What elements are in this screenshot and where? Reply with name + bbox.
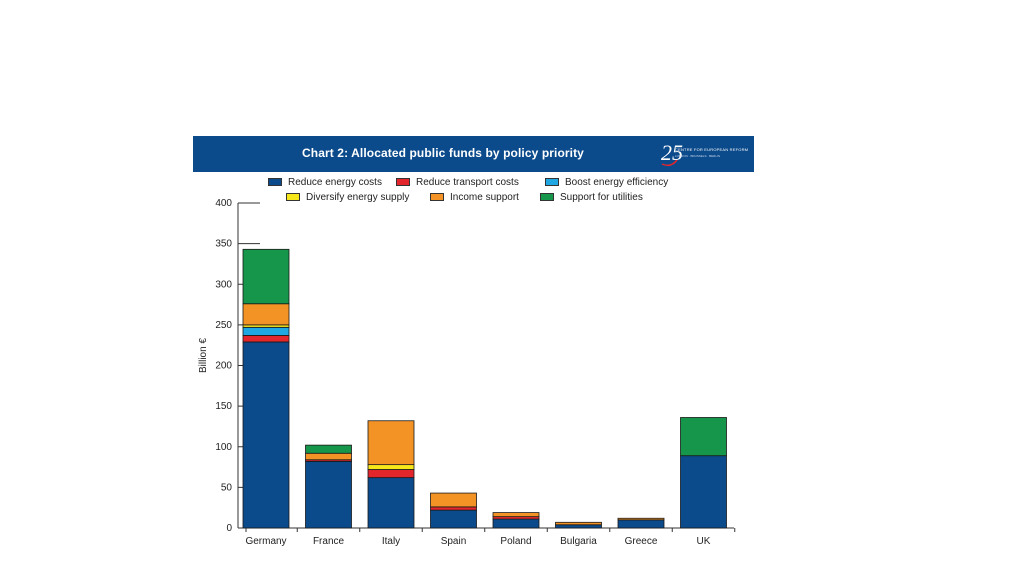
bar-segment: [680, 455, 727, 529]
x-tick-label: Spain: [441, 536, 467, 547]
legend-label: Reduce transport costs: [416, 176, 519, 188]
y-tick-label: 200: [215, 361, 232, 372]
x-tick-label: UK: [697, 536, 711, 547]
bar-segment: [242, 326, 290, 336]
x-tick-label: Germany: [245, 536, 286, 547]
bar-segment: [555, 521, 602, 526]
bar-segment: [492, 518, 540, 529]
legend-swatch: [286, 193, 300, 201]
bar-segment: [367, 464, 415, 470]
bar-segment: [367, 477, 415, 529]
x-tick-label: Italy: [382, 536, 400, 547]
x-tick-label: Bulgaria: [560, 536, 597, 547]
bar-segment: [430, 509, 477, 529]
legend-item: Support for utilities: [540, 190, 643, 204]
bar-segment: [305, 444, 352, 454]
logo-number: 25: [661, 140, 683, 165]
legend-swatch: [540, 193, 554, 201]
legend-swatch: [545, 178, 559, 186]
legend-label: Boost energy efficiency: [565, 176, 669, 188]
bar-segment: [305, 452, 352, 461]
bar-segment: [617, 519, 665, 529]
bar-segment: [680, 417, 727, 457]
bar-segment: [492, 512, 540, 518]
chart-frame: Chart 2: Allocated public funds by polic…: [193, 136, 754, 556]
bar-segment: [305, 460, 352, 529]
legend-label: Diversify energy supply: [306, 191, 410, 203]
legend: Reduce energy costs Reduce transport cost…: [193, 175, 754, 207]
bar-segment: [242, 248, 290, 305]
legend-swatch: [430, 193, 444, 201]
y-tick-label: 300: [215, 279, 232, 290]
legend-item: Income support: [430, 190, 519, 204]
y-tick-label: 100: [215, 442, 232, 453]
title-bar: Chart 2: Allocated public funds by polic…: [193, 136, 754, 172]
y-tick-label: 250: [215, 320, 232, 331]
logo-subtext: LONDON · BRUSSELS · BERLIN: [675, 154, 721, 158]
x-tick-label: Poland: [500, 536, 531, 547]
legend-label: Income support: [450, 191, 519, 203]
bar-segment: [430, 506, 477, 511]
bar-segment: [430, 492, 477, 508]
legend-item: Reduce transport costs: [396, 175, 519, 189]
bar-segment: [555, 524, 602, 529]
y-tick-label: 400: [215, 198, 232, 209]
y-axis-label: Billion €: [198, 338, 209, 373]
bar-segment: [367, 420, 415, 466]
legend-swatch: [268, 178, 282, 186]
y-tick-label: 50: [221, 482, 233, 493]
x-tick-label: Greece: [625, 536, 658, 547]
bar-segment: [242, 335, 290, 343]
y-tick-label: 150: [215, 401, 232, 412]
cer-logo: 25 CENTRE FOR EUROPEAN REFORM LONDON · B…: [659, 140, 749, 168]
plot-area: 0 50 100 150 200 250 300 350 400 Billion € Germany…: [198, 198, 736, 547]
legend-swatch: [396, 178, 410, 186]
bar-segment: [242, 341, 290, 529]
logo-swoosh-icon: [661, 159, 678, 167]
legend-item: Boost energy efficiency: [545, 175, 668, 189]
y-tick-label: 350: [215, 239, 232, 250]
logo-text: CENTRE FOR EUROPEAN REFORM: [675, 147, 749, 152]
legend-label: Reduce energy costs: [288, 176, 382, 188]
bar-segment: [617, 517, 665, 521]
y-tick-label: 0: [226, 523, 232, 534]
bar-segment: [242, 303, 290, 326]
x-tick-label: France: [313, 536, 345, 547]
bar-segment: [367, 469, 415, 479]
legend-item: Reduce energy costs: [268, 175, 382, 189]
legend-item: Diversify energy supply: [286, 190, 409, 204]
legend-label: Support for utilities: [560, 191, 643, 203]
chart-title: Chart 2: Allocated public funds by polic…: [302, 146, 584, 160]
